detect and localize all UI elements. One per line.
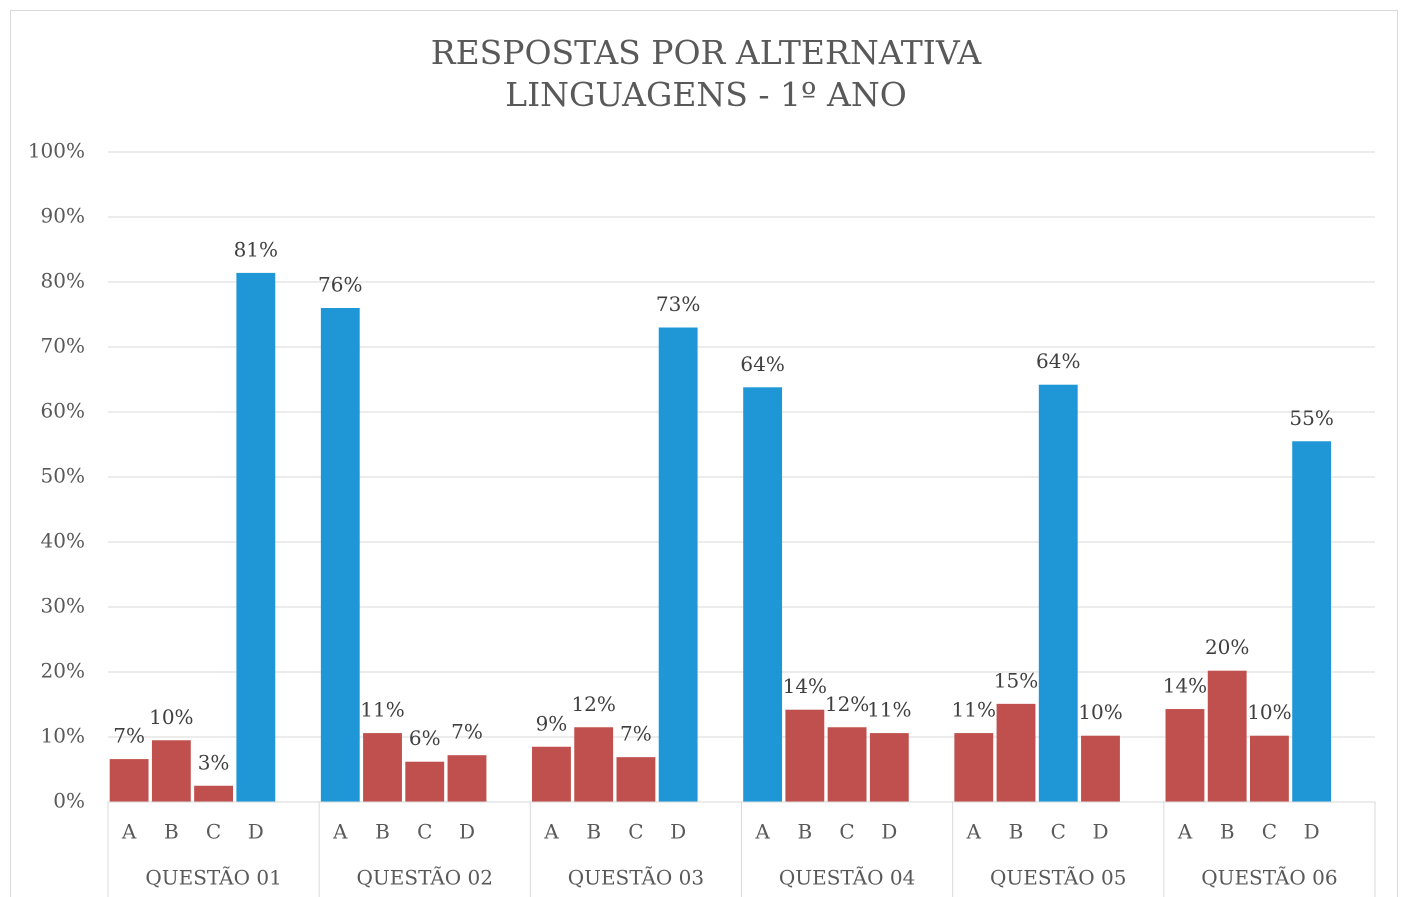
bar — [532, 746, 571, 802]
data-label: 64% — [1036, 349, 1080, 373]
x-tick-label: A — [121, 820, 137, 844]
y-tick-label: 30% — [41, 594, 85, 618]
bar — [1249, 735, 1289, 802]
bar — [1038, 384, 1078, 802]
chart-title: RESPOSTAS POR ALTERNATIVA — [431, 33, 983, 72]
x-tick-label: A — [332, 820, 348, 844]
bar — [1165, 709, 1205, 802]
bar — [1207, 670, 1247, 802]
bar — [109, 759, 149, 802]
bar — [658, 327, 698, 802]
group-label: QUESTÃO 06 — [1201, 866, 1337, 890]
bar — [1292, 441, 1332, 802]
bar — [320, 308, 360, 802]
x-tick-label: C — [1051, 820, 1066, 844]
x-tick-label: B — [375, 820, 390, 844]
bar — [869, 733, 909, 802]
y-tick-label: 20% — [41, 659, 85, 683]
bar — [954, 733, 994, 802]
x-tick-label: C — [417, 820, 432, 844]
x-tick-label: C — [628, 820, 643, 844]
data-label: 10% — [1078, 700, 1122, 724]
group-label: QUESTÃO 01 — [145, 866, 281, 890]
bar — [194, 785, 234, 802]
x-tick-label: C — [206, 820, 221, 844]
bar — [447, 755, 487, 802]
bar — [1081, 735, 1120, 802]
group-label: QUESTÃO 04 — [779, 866, 915, 890]
data-label: 15% — [994, 668, 1038, 692]
x-tick-label: B — [1220, 820, 1235, 844]
x-tick-label: D — [1092, 820, 1108, 844]
data-label: 7% — [451, 720, 483, 744]
bar — [743, 387, 783, 802]
x-tick-label: D — [670, 820, 686, 844]
data-label: 14% — [783, 674, 827, 698]
data-label: 3% — [198, 750, 230, 774]
group-label: QUESTÃO 03 — [568, 866, 704, 890]
data-label: 64% — [740, 352, 784, 376]
x-tick-label: C — [839, 820, 854, 844]
x-tick-label: D — [459, 820, 475, 844]
data-label: 73% — [656, 292, 700, 316]
bar — [236, 272, 276, 802]
data-label: 14% — [1163, 674, 1207, 698]
x-tick-label: C — [1262, 820, 1277, 844]
bar — [616, 757, 656, 802]
x-tick-label: D — [1304, 820, 1320, 844]
data-label: 11% — [360, 698, 404, 722]
chart-subtitle: LINGUAGENS - 1º ANO — [505, 75, 907, 114]
x-tick-label: B — [586, 820, 601, 844]
x-tick-label: A — [543, 820, 559, 844]
x-tick-label: B — [1009, 820, 1024, 844]
y-tick-label: 50% — [41, 464, 85, 488]
data-label: 9% — [536, 711, 568, 735]
y-tick-label: 40% — [41, 529, 85, 553]
data-label: 76% — [318, 273, 362, 297]
y-tick-label: 0% — [53, 789, 85, 813]
y-tick-label: 100% — [28, 139, 85, 163]
data-label: 10% — [1247, 700, 1291, 724]
bar — [574, 727, 614, 802]
x-tick-label: A — [1177, 820, 1193, 844]
data-label: 12% — [825, 692, 869, 716]
bar — [827, 727, 867, 802]
data-label: 7% — [113, 724, 145, 748]
bar — [405, 761, 445, 802]
x-tick-label: B — [164, 820, 179, 844]
bar — [785, 709, 825, 802]
data-label: 11% — [867, 698, 911, 722]
data-label: 7% — [620, 722, 652, 746]
data-label: 12% — [571, 692, 615, 716]
x-tick-label: D — [248, 820, 264, 844]
y-tick-label: 10% — [41, 724, 85, 748]
data-label: 81% — [234, 237, 278, 261]
data-label: 11% — [952, 698, 996, 722]
data-label: 20% — [1205, 635, 1249, 659]
data-label: 6% — [409, 726, 441, 750]
y-tick-label: 60% — [41, 399, 85, 423]
group-label: QUESTÃO 02 — [357, 866, 493, 890]
data-label: 55% — [1289, 406, 1333, 430]
x-tick-label: A — [966, 820, 982, 844]
group-label: QUESTÃO 05 — [990, 866, 1126, 890]
bar — [363, 733, 402, 802]
y-tick-label: 70% — [41, 334, 85, 358]
x-tick-label: B — [797, 820, 812, 844]
bar — [996, 703, 1036, 802]
y-tick-label: 80% — [41, 269, 85, 293]
x-tick-label: A — [754, 820, 770, 844]
data-label: 10% — [149, 705, 193, 729]
bar — [151, 740, 191, 802]
x-tick-label: D — [881, 820, 897, 844]
y-tick-label: 90% — [41, 204, 85, 228]
